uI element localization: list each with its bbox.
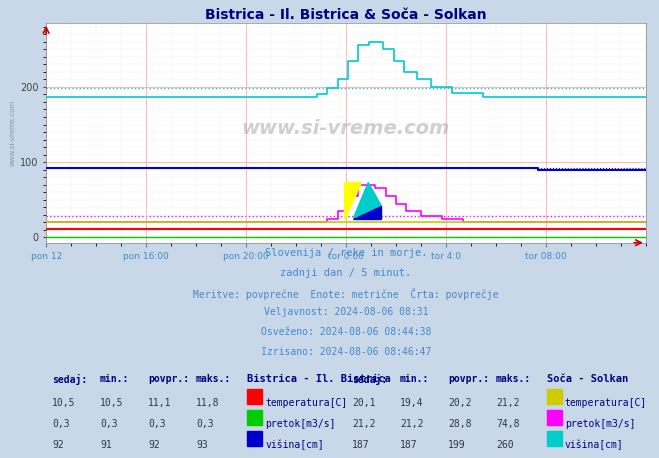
- Text: Meritve: povprečne  Enote: metrične  Črta: povprečje: Meritve: povprečne Enote: metrične Črta:…: [193, 288, 499, 300]
- Text: min.:: min.:: [400, 374, 429, 384]
- Text: 11,1: 11,1: [148, 398, 171, 408]
- Bar: [247, 431, 262, 446]
- Text: maks.:: maks.:: [196, 374, 231, 384]
- Text: sedaj:: sedaj:: [352, 374, 387, 385]
- Text: pretok[m3/s]: pretok[m3/s]: [565, 419, 635, 429]
- Bar: [247, 410, 262, 425]
- Text: 91: 91: [100, 440, 112, 450]
- Text: Bistrica - Il. Bistrica: Bistrica - Il. Bistrica: [247, 374, 391, 384]
- Text: 21,2: 21,2: [496, 398, 519, 408]
- Text: Slovenija / reke in morje.: Slovenija / reke in morje.: [265, 248, 427, 257]
- Text: 20,1: 20,1: [352, 398, 376, 408]
- Text: 92: 92: [148, 440, 160, 450]
- Text: Soča - Solkan: Soča - Solkan: [547, 374, 628, 384]
- Text: 19,4: 19,4: [400, 398, 424, 408]
- Text: 21,2: 21,2: [352, 419, 376, 429]
- Text: 187: 187: [352, 440, 370, 450]
- Text: 11,8: 11,8: [196, 398, 219, 408]
- Text: 20,2: 20,2: [448, 398, 471, 408]
- Text: min.:: min.:: [100, 374, 129, 384]
- Text: višina[cm]: višina[cm]: [565, 440, 623, 450]
- Text: povpr.:: povpr.:: [148, 374, 189, 384]
- Text: temperatura[C]: temperatura[C]: [265, 398, 347, 408]
- Text: 199: 199: [448, 440, 465, 450]
- Bar: [547, 410, 562, 425]
- Title: Bistrica - Il. Bistrica & Soča - Solkan: Bistrica - Il. Bistrica & Soča - Solkan: [205, 8, 487, 22]
- Text: temperatura[C]: temperatura[C]: [565, 398, 647, 408]
- Text: 10,5: 10,5: [100, 398, 124, 408]
- Text: Veljavnost: 2024-08-06 08:31: Veljavnost: 2024-08-06 08:31: [264, 307, 428, 317]
- Text: 93: 93: [196, 440, 208, 450]
- Text: 0,3: 0,3: [196, 419, 214, 429]
- Text: www.si-vreme.com: www.si-vreme.com: [10, 100, 16, 166]
- Text: 28,8: 28,8: [448, 419, 471, 429]
- Polygon shape: [344, 182, 360, 218]
- Polygon shape: [353, 182, 382, 218]
- Text: 74,8: 74,8: [496, 419, 519, 429]
- Text: Osveženo: 2024-08-06 08:44:38: Osveženo: 2024-08-06 08:44:38: [261, 327, 431, 338]
- Text: 92: 92: [52, 440, 64, 450]
- Bar: [547, 389, 562, 403]
- Text: 21,2: 21,2: [400, 419, 424, 429]
- Text: 0,3: 0,3: [148, 419, 165, 429]
- Text: pretok[m3/s]: pretok[m3/s]: [265, 419, 335, 429]
- Text: povpr.:: povpr.:: [448, 374, 489, 384]
- Text: 0,3: 0,3: [100, 419, 118, 429]
- Text: zadnji dan / 5 minut.: zadnji dan / 5 minut.: [280, 267, 412, 278]
- Text: 0,3: 0,3: [52, 419, 70, 429]
- Bar: [547, 431, 562, 446]
- Text: maks.:: maks.:: [496, 374, 531, 384]
- Text: višina[cm]: višina[cm]: [265, 440, 324, 450]
- Bar: [247, 389, 262, 403]
- Text: 10,5: 10,5: [52, 398, 76, 408]
- Text: 187: 187: [400, 440, 418, 450]
- Text: Izrisano: 2024-08-06 08:46:47: Izrisano: 2024-08-06 08:46:47: [261, 347, 431, 357]
- Text: 260: 260: [496, 440, 513, 450]
- Text: www.si-vreme.com: www.si-vreme.com: [242, 119, 450, 138]
- Text: sedaj:: sedaj:: [52, 374, 88, 385]
- Polygon shape: [353, 206, 382, 218]
